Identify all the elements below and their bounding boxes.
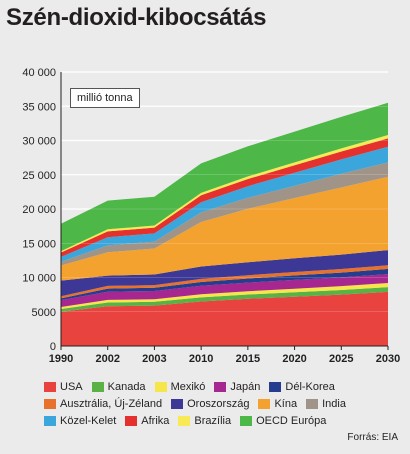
area-ausztr-lia-j-z-land bbox=[61, 265, 388, 299]
y-tick-label: 35 000 bbox=[22, 101, 56, 113]
legend-label: Kanada bbox=[107, 380, 146, 393]
legend-swatch bbox=[44, 398, 56, 409]
x-tick-label: 2025 bbox=[329, 353, 353, 365]
y-tick-label: 10 000 bbox=[22, 273, 56, 285]
legend: USA Kanada Mexikó Japán Dél-Korea Ausztrália,… bbox=[44, 378, 404, 429]
legend-label: OECD Európa bbox=[256, 414, 327, 427]
legend-item: Brazília bbox=[178, 415, 231, 427]
x-tick-label: 2015 bbox=[236, 353, 260, 365]
y-tick-label: 5000 bbox=[32, 307, 56, 319]
area-k-na bbox=[61, 176, 388, 281]
legend-label: Afrika bbox=[141, 414, 170, 427]
area-d-l-korea bbox=[61, 268, 388, 301]
legend-item: Kína bbox=[258, 398, 297, 410]
legend-label: Közel-Kelet bbox=[60, 414, 117, 427]
legend-row: Ausztrália, Új-Zéland Oroszország Kína Indi… bbox=[44, 395, 404, 412]
legend-row: USA Kanada Mexikó Japán Dél-Korea bbox=[44, 378, 404, 395]
area-usa bbox=[61, 291, 388, 346]
legend-item: Japán bbox=[214, 381, 260, 393]
legend-row: Közel-Kelet Afrika Brazília OECD Európa bbox=[44, 412, 404, 429]
legend-item: Ausztrália, Új-Zéland bbox=[44, 398, 162, 410]
legend-label: India bbox=[322, 397, 346, 410]
area-india bbox=[61, 162, 388, 266]
area-jap-n bbox=[61, 274, 388, 307]
legend-label: Oroszország bbox=[187, 397, 250, 410]
y-tick-label: 40 000 bbox=[22, 67, 56, 79]
y-tick-label: 25 000 bbox=[22, 170, 56, 182]
area-k-zel-kelet bbox=[61, 146, 388, 262]
area-oroszorsz-g bbox=[61, 250, 388, 297]
x-tick-label: 2030 bbox=[376, 353, 400, 365]
legend-swatch bbox=[306, 398, 319, 409]
legend-item: Kanada bbox=[91, 380, 146, 393]
legend-label: Mexikó bbox=[170, 380, 206, 393]
legend-item: India bbox=[306, 398, 346, 410]
legend-label: Japán bbox=[230, 380, 261, 393]
legend-label: Dél-Korea bbox=[285, 380, 335, 393]
legend-label: USA bbox=[60, 380, 83, 393]
x-tick-label: 2002 bbox=[95, 353, 119, 365]
y-tick-label: 20 000 bbox=[22, 204, 56, 216]
x-tick-label: 2020 bbox=[282, 353, 306, 365]
legend-item: OECD Európa bbox=[240, 415, 326, 427]
area-kanada bbox=[61, 287, 388, 312]
legend-item: USA bbox=[44, 381, 83, 393]
y-tick-label: 15 000 bbox=[22, 238, 56, 250]
x-tick-label: 1990 bbox=[49, 353, 73, 365]
legend-label: Brazília bbox=[194, 414, 232, 427]
legend-item: Oroszország bbox=[171, 398, 249, 410]
legend-swatch bbox=[171, 398, 184, 409]
legend-label: Ausztrália, Új-Zéland bbox=[60, 397, 163, 410]
legend-swatch bbox=[214, 381, 227, 392]
y-tick-label: 30 000 bbox=[22, 136, 56, 148]
unit-label: millió tonna bbox=[70, 88, 140, 108]
legend-swatch bbox=[91, 381, 104, 392]
x-tick-label: 2010 bbox=[189, 353, 213, 365]
x-tick-label: 2003 bbox=[142, 353, 166, 365]
legend-item: Dél-Korea bbox=[269, 381, 335, 393]
legend-swatch bbox=[258, 398, 271, 409]
legend-swatch bbox=[269, 381, 282, 392]
area-afrika bbox=[61, 138, 388, 257]
legend-item: Közel-Kelet bbox=[44, 415, 116, 427]
area-oecd-eur-pa bbox=[61, 102, 388, 252]
area-mexik bbox=[61, 283, 388, 309]
legend-item: Afrika bbox=[125, 415, 169, 427]
chart-title: Szén-dioxid-kibocsátás bbox=[6, 4, 267, 31]
legend-swatch bbox=[44, 415, 56, 426]
legend-swatch bbox=[240, 415, 253, 426]
legend-label: Kína bbox=[274, 397, 298, 410]
area-braz-lia bbox=[61, 135, 388, 253]
legend-item: Mexikó bbox=[154, 380, 206, 393]
legend-swatch bbox=[125, 415, 138, 426]
legend-swatch bbox=[178, 415, 191, 426]
y-tick-label: 0 bbox=[50, 341, 56, 353]
legend-swatch bbox=[154, 381, 167, 392]
source-note: Forrás: EIA bbox=[347, 432, 398, 443]
legend-swatch bbox=[44, 381, 56, 392]
